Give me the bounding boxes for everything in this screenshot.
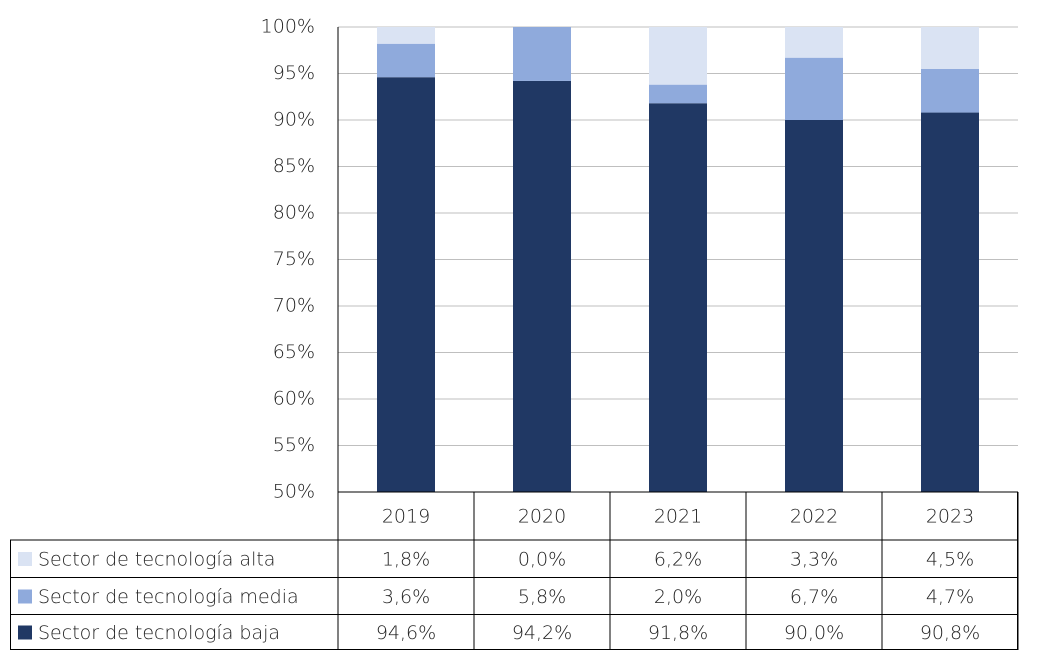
legend-swatch — [18, 552, 32, 566]
data-label: 91,8% — [648, 622, 708, 644]
bar — [513, 27, 571, 81]
data-label: 6,7% — [790, 586, 838, 608]
data-label: 90,8% — [920, 622, 980, 644]
y-tick-label: 80% — [273, 202, 315, 224]
x-tick-label: 2022 — [790, 506, 838, 528]
data-label: 90,0% — [784, 622, 844, 644]
y-tick-label: 85% — [273, 155, 315, 177]
y-tick-label: 60% — [273, 388, 315, 410]
y-tick-label: 50% — [273, 481, 315, 503]
y-tick-label: 55% — [273, 434, 315, 456]
y-tick-label: 65% — [273, 341, 315, 363]
data-label: 3,3% — [790, 549, 838, 571]
data-label: 3,6% — [382, 586, 430, 608]
bar — [649, 103, 707, 492]
legend-swatch — [18, 589, 32, 604]
data-label: 1,8% — [382, 549, 430, 571]
data-label: 5,8% — [518, 586, 566, 608]
y-tick-label: 75% — [273, 248, 315, 270]
data-label: 6,2% — [654, 549, 702, 571]
x-tick-label: 2020 — [518, 506, 566, 528]
data-label: 4,5% — [926, 549, 974, 571]
bar — [921, 112, 979, 492]
x-tick-label: 2019 — [382, 506, 430, 528]
bar — [649, 84, 707, 104]
bar — [377, 77, 435, 492]
legend-swatch — [18, 625, 32, 640]
legend-label: Sector de tecnología media — [38, 586, 299, 608]
bar — [921, 27, 979, 69]
bar — [377, 43, 435, 78]
bar — [513, 80, 571, 492]
bar — [785, 57, 843, 120]
x-tick-label: 2021 — [654, 506, 702, 528]
legend-label: Sector de tecnología alta — [38, 549, 275, 571]
bar — [649, 27, 707, 85]
bar — [785, 27, 843, 58]
y-tick-label: 90% — [273, 109, 315, 131]
data-label: 4,7% — [926, 586, 974, 608]
bar — [785, 120, 843, 492]
bar — [377, 27, 435, 44]
data-label: 2,0% — [654, 586, 702, 608]
legend-label: Sector de tecnología baja — [38, 622, 280, 644]
x-tick-label: 2023 — [926, 506, 974, 528]
data-label: 94,6% — [376, 622, 436, 644]
y-tick-label: 95% — [273, 62, 315, 84]
y-tick-label: 100% — [261, 16, 315, 38]
data-label: 0,0% — [518, 549, 566, 571]
bar — [921, 68, 979, 113]
data-label: 94,2% — [512, 622, 572, 644]
y-tick-label: 70% — [273, 295, 315, 317]
